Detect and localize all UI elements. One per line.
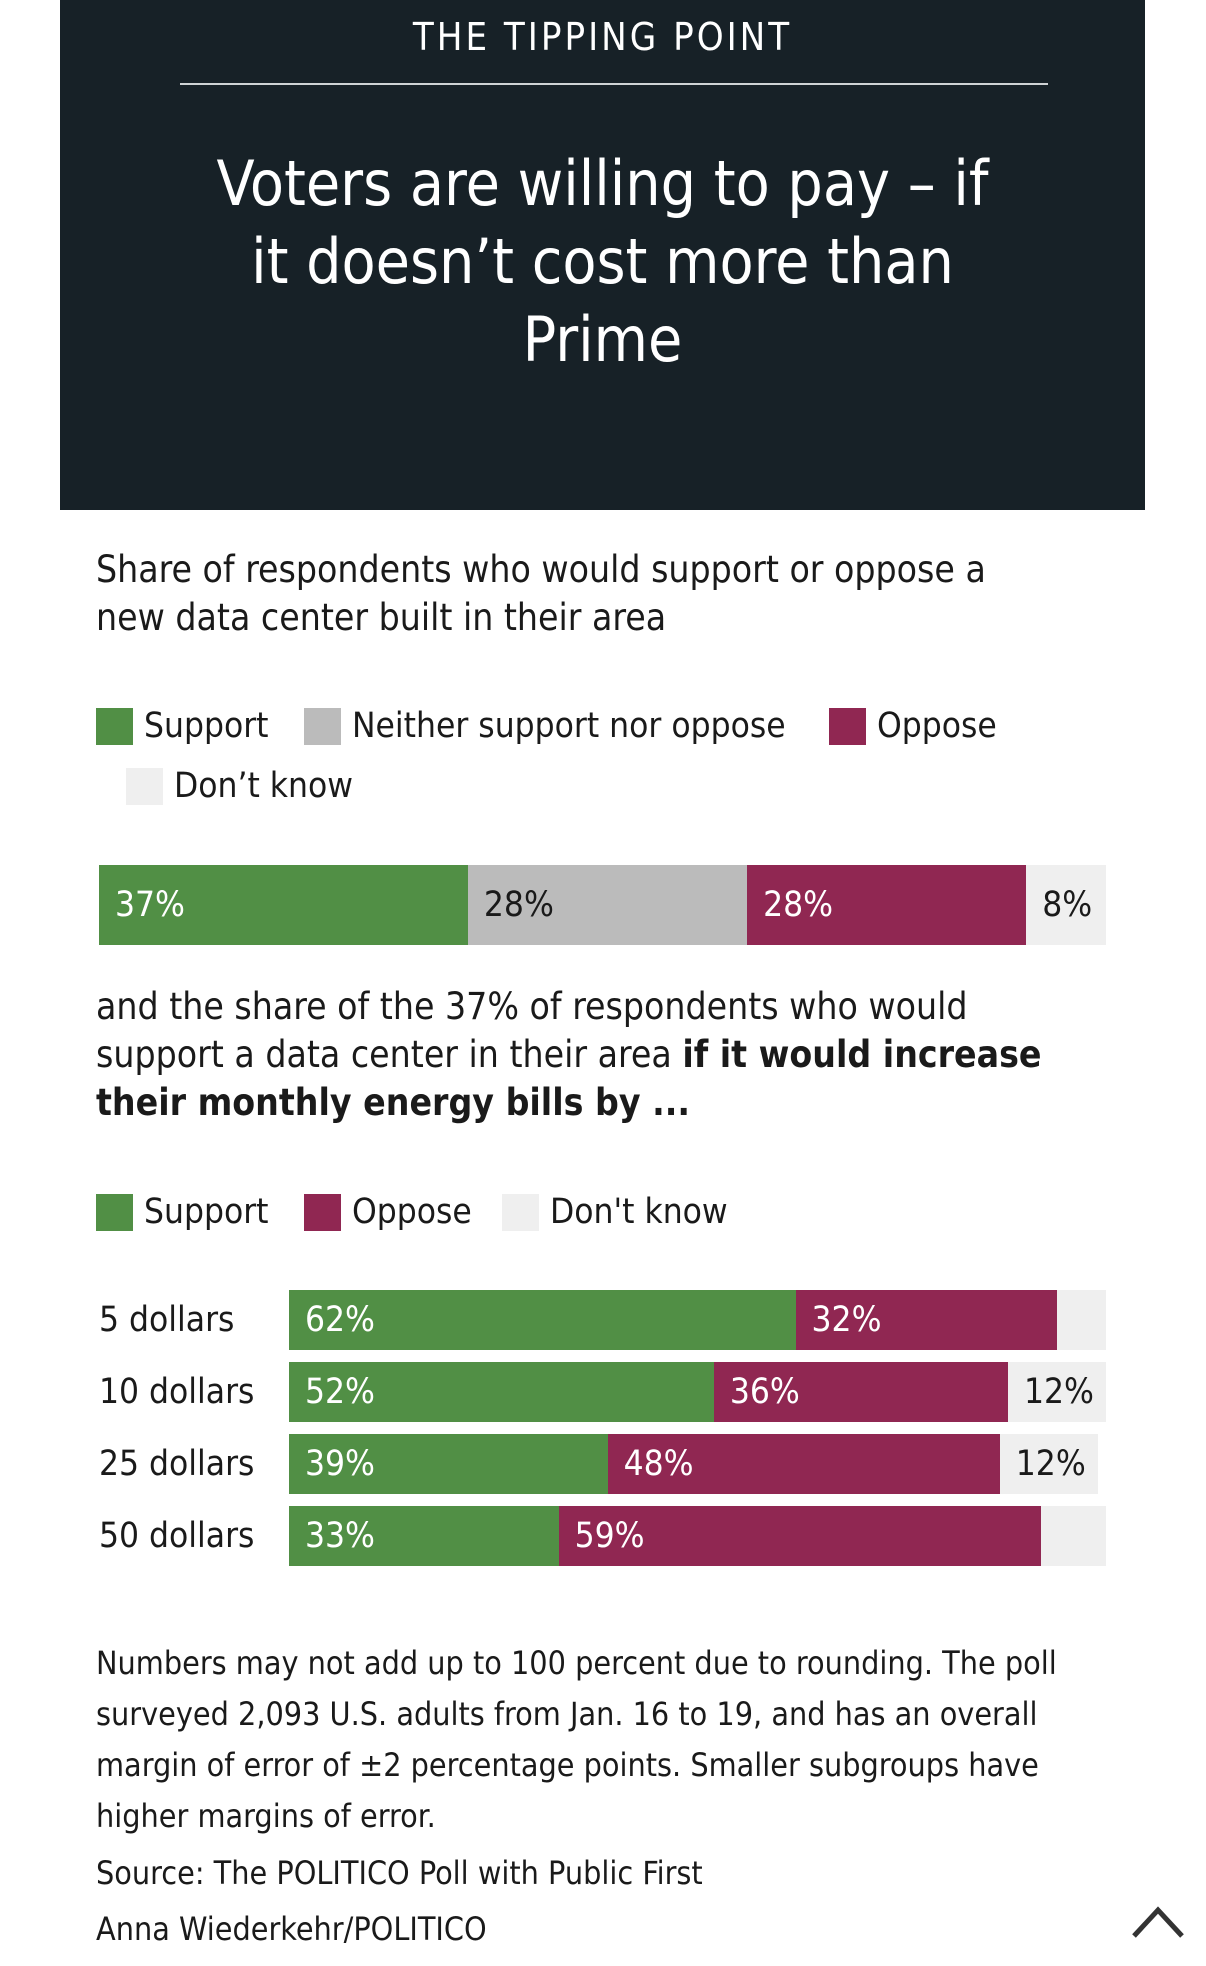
source: Source: The POLITICO Poll with Public Fi… (96, 1854, 703, 1892)
legend-swatch-neither (304, 707, 341, 745)
legend-oppose: Oppose (829, 704, 997, 748)
data-label: 39% (305, 1444, 375, 1484)
data-label: 32% (811, 1300, 882, 1340)
cost-bar: 33% 59% (289, 1506, 1106, 1566)
chart-title: Voters are willing to pay – if it doesn’… (160, 145, 1045, 379)
bar-segment-don-t-know (1056, 1290, 1106, 1350)
data-label: 36% (729, 1372, 800, 1412)
data-label: 33% (305, 1516, 375, 1556)
legend-label: Oppose (877, 706, 997, 746)
bar-segment-don-t-know: 12% (999, 1434, 1098, 1494)
legend2-support: Support (96, 1190, 268, 1234)
legend-swatch-dont-know (126, 767, 163, 805)
data-label: 8% (1042, 885, 1093, 925)
subtitle-line: new data center built in their area (96, 596, 667, 639)
row-label: 10 dollars (99, 1372, 255, 1412)
data-label: 12% (1023, 1372, 1094, 1412)
footnote: Numbers may not add up to 100 percent du… (96, 1644, 1057, 1835)
data-label: 48% (623, 1444, 694, 1484)
cost-bar: 39% 48% 12% (289, 1434, 1106, 1494)
bar-segment-support: 37% (99, 865, 468, 945)
header-divider (180, 83, 1048, 85)
legend2-dont-know: Don't know (502, 1190, 728, 1234)
bar-segment-oppose: 36% (713, 1362, 1008, 1422)
row-label: 25 dollars (99, 1444, 255, 1484)
data-label: 28% (483, 885, 554, 925)
legend-label: Don’t know (174, 766, 354, 806)
chevron-up-icon[interactable] (1130, 1902, 1186, 1942)
bar-segment-don-t-know (1040, 1506, 1106, 1566)
data-label: 28% (763, 885, 834, 925)
bar-segment-neither-support-nor-oppose: 28% (467, 865, 748, 945)
overall-bar: 37% 28% 28% 8% (99, 865, 1106, 945)
bar-segment-support: 52% (289, 1362, 714, 1422)
legend-label: Support (144, 1192, 269, 1232)
legend-label: Don't know (550, 1192, 728, 1232)
bar-segment-support: 33% (289, 1506, 559, 1566)
bar-segment-don-t-know: 12% (1007, 1362, 1106, 1422)
row-label: 50 dollars (99, 1516, 255, 1556)
cost-bar: 62% 32% (289, 1290, 1106, 1350)
intro-text: and the share of the 37% of respondents … (96, 985, 968, 1076)
bar-segment-oppose: 32% (795, 1290, 1057, 1350)
legend-support: Support (96, 704, 268, 748)
legend-swatch-oppose (829, 707, 866, 745)
legend-dont-know: Don’t know (126, 764, 353, 808)
bar-segment-support: 62% (289, 1290, 796, 1350)
bar-segment-oppose: 59% (558, 1506, 1041, 1566)
legend-neither: Neither support nor oppose (304, 704, 786, 748)
legend-label: Oppose (352, 1192, 472, 1232)
legend-label: Neither support nor oppose (352, 706, 786, 746)
legend-label: Support (144, 706, 269, 746)
data-label: 12% (1015, 1444, 1086, 1484)
legend2-oppose: Oppose (304, 1190, 472, 1234)
kicker: THE TIPPING POINT (412, 15, 793, 59)
legend-swatch-oppose (304, 1193, 341, 1231)
bar-segment-oppose: 48% (607, 1434, 1000, 1494)
title-line: it doesn’t cost more than (251, 225, 954, 298)
data-label: 62% (305, 1300, 375, 1340)
credit: Anna Wiederkehr/POLITICO (96, 1910, 487, 1948)
title-line: Voters are willing to pay – if (216, 147, 989, 220)
row-label: 5 dollars (99, 1300, 235, 1340)
subtitle-line: Share of respondents who would support o… (96, 548, 986, 591)
legend-swatch-dont-know (502, 1193, 539, 1231)
header-banner (60, 0, 1145, 510)
data-label: 37% (115, 885, 185, 925)
data-label: 59% (574, 1516, 645, 1556)
data-label: 52% (305, 1372, 375, 1412)
bar-segment-don-t-know: 8% (1026, 865, 1106, 945)
cost-bar: 52% 36% 12% (289, 1362, 1106, 1422)
intro-bold-text: if it would increase their monthly energ… (96, 1033, 1042, 1124)
chart1-subtitle: Share of respondents who would support o… (96, 546, 1096, 642)
chart2-intro: and the share of the 37% of respondents … (96, 983, 1096, 1127)
bar-segment-support: 39% (289, 1434, 608, 1494)
legend-swatch-support (96, 1193, 133, 1231)
legend-swatch-support (96, 707, 133, 745)
title-line: Prime (522, 303, 683, 376)
bar-segment-oppose: 28% (747, 865, 1027, 945)
